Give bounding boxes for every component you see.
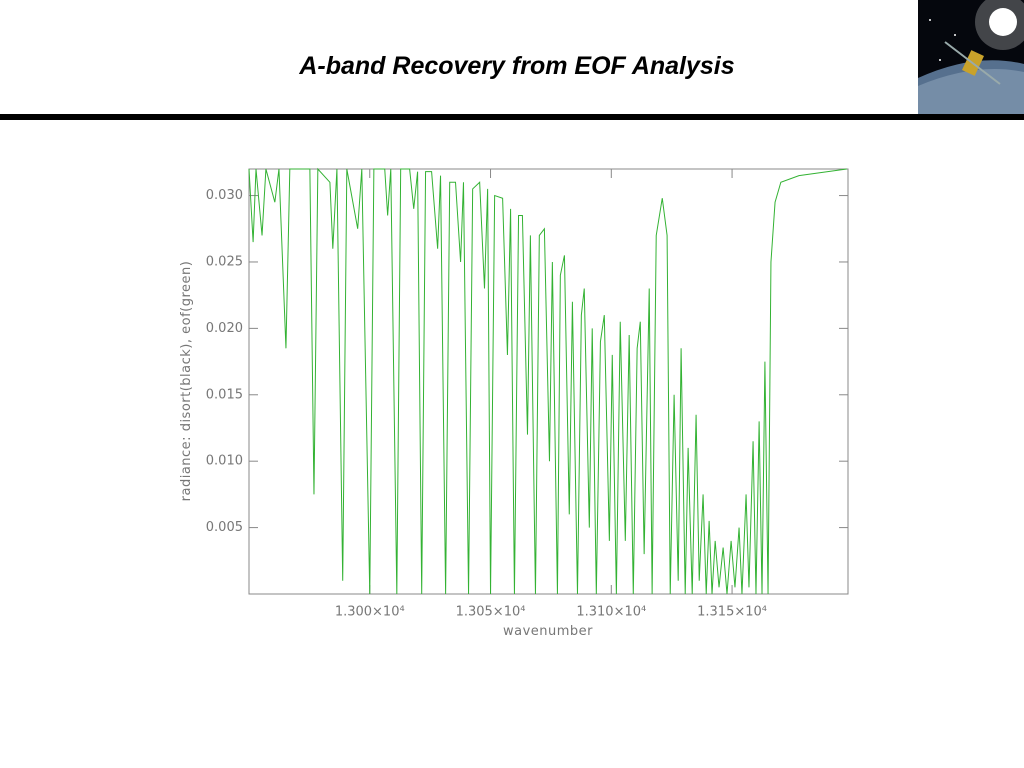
y-tick-label: 0.010 [206,454,243,469]
y-tick-label: 0.015 [206,387,243,402]
x-axis-label: wavenumber [503,624,593,639]
y-tick-label: 0.020 [206,321,243,336]
y-axis-label: radiance: disort(black), eof(green) [179,261,194,502]
plot-frame [248,168,849,595]
header-image [918,0,1024,114]
header-rule [0,114,1024,120]
x-tick-label: 1.310×10⁴ [576,605,646,620]
spectrum-line [248,167,847,595]
x-tick-label: 1.315×10⁴ [697,605,767,620]
x-tick-label: 1.305×10⁴ [456,605,526,620]
chart-title: A-band Recovery from EOF Analysis [298,52,734,80]
y-tick-label: 0.025 [206,254,243,269]
y-tick-label: 0.030 [206,188,243,203]
x-tick-label: 1.300×10⁴ [335,605,405,620]
y-tick-label: 0.005 [206,520,243,535]
